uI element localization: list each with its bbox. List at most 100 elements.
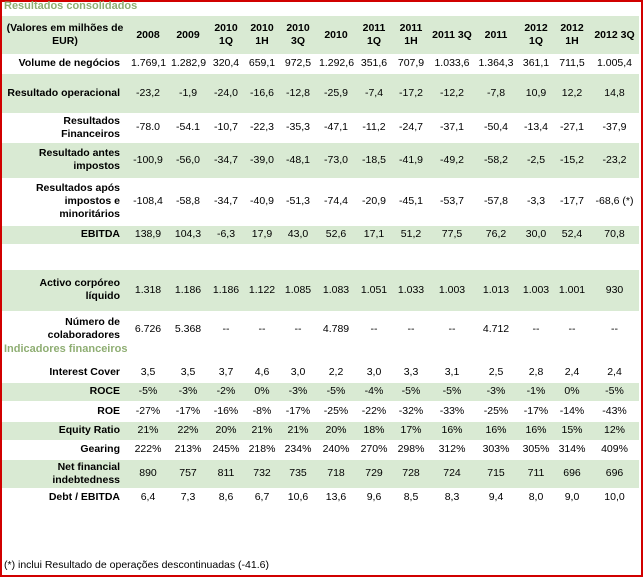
table-cell: 1.003 — [430, 269, 474, 312]
table-cell: 351,6 — [356, 54, 392, 74]
table-cell: -24,0 — [208, 73, 244, 114]
table-cell: 298% — [392, 440, 430, 460]
column-header: 2010 1Q — [208, 16, 244, 54]
table-cell: 8,0 — [518, 488, 554, 508]
table-cell: 735 — [280, 459, 316, 489]
table-cell: -5% — [128, 382, 168, 402]
table-cell: -23,2 — [128, 73, 168, 114]
table-cell: -25% — [316, 401, 356, 422]
table-cell: -58,2 — [474, 142, 518, 179]
table-row: Resultados após impostos e minoritários -… — [2, 178, 639, 226]
row-label: Resultado antes impostos — [2, 142, 128, 179]
table-cell: -51,3 — [280, 178, 316, 226]
table-cell: -1,9 — [168, 73, 208, 114]
table-cell: 52,4 — [554, 225, 590, 245]
table-cell: 16% — [430, 421, 474, 441]
spacer-row — [2, 244, 639, 270]
table-cell: -6,3 — [208, 225, 244, 245]
column-header: 2012 1Q — [518, 16, 554, 54]
table-cell: 9,6 — [356, 488, 392, 508]
table-cell: -- — [392, 311, 430, 348]
table-cell: -33% — [430, 401, 474, 422]
table-cell: -- — [244, 311, 280, 348]
table-cell: -5% — [590, 382, 639, 402]
table-cell: 1.001 — [554, 269, 590, 312]
row-label: Resultados após impostos e minoritários — [2, 178, 128, 226]
table-cell: -18,5 — [356, 142, 392, 179]
table-cell: 890 — [128, 459, 168, 489]
table-row: Equity Ratio 21% 22% 20% 21% 21% 20% 18% 17% 16% 1… — [2, 421, 639, 441]
table-cell: 8,5 — [392, 488, 430, 508]
table-cell: -24,7 — [392, 113, 430, 143]
column-header: 2010 1H — [244, 16, 280, 54]
table-row: Volume de negócios 1.769,1 1.282,9 320,4 659… — [2, 54, 639, 74]
table-cell: 409% — [590, 440, 639, 460]
header-label: (Valores em milhões de EUR) — [2, 16, 128, 54]
table-cell: -5% — [430, 382, 474, 402]
table-cell: 77,5 — [430, 225, 474, 245]
table-cell: 3,3 — [392, 363, 430, 383]
table-cell: 4.712 — [474, 311, 518, 348]
table-cell: 138,9 — [128, 225, 168, 245]
table-cell: 659,1 — [244, 54, 280, 74]
table-cell: 10,6 — [280, 488, 316, 508]
table-cell: -- — [280, 311, 316, 348]
table-cell: -17,7 — [554, 178, 590, 226]
table-cell: 6.726 — [128, 311, 168, 348]
table-cell: 3,5 — [128, 363, 168, 383]
table-cell: -34,7 — [208, 178, 244, 226]
row-label: Net financial indebtedness — [2, 459, 128, 489]
table-cell: -11,2 — [356, 113, 392, 143]
table-cell: -5% — [392, 382, 430, 402]
row-label: ROE — [2, 401, 128, 422]
table-cell: 0% — [244, 382, 280, 402]
table-cell: 715 — [474, 459, 518, 489]
table-cell: 2,2 — [316, 363, 356, 383]
table-cell: -- — [208, 311, 244, 348]
table-cell: -27% — [128, 401, 168, 422]
table-cell: 6,4 — [128, 488, 168, 508]
table-cell: 2,4 — [590, 363, 639, 383]
table-cell: 1.005,4 — [590, 54, 639, 74]
table-cell: -35,3 — [280, 113, 316, 143]
table-cell: 245% — [208, 440, 244, 460]
table-cell: -8% — [244, 401, 280, 422]
table-cell: 15% — [554, 421, 590, 441]
table-cell: -2% — [208, 382, 244, 402]
table-cell: 711 — [518, 459, 554, 489]
table-cell: 43,0 — [280, 225, 316, 245]
table-cell: 0% — [554, 382, 590, 402]
table-cell: 2,4 — [554, 363, 590, 383]
table-cell: 811 — [208, 459, 244, 489]
column-header: 2011 1H — [392, 16, 430, 54]
row-label: Debt / EBITDA — [2, 488, 128, 508]
table-cell: -3% — [280, 382, 316, 402]
footnote: (*) inclui Resultado de operações descon… — [4, 559, 269, 571]
table-cell: -3% — [474, 382, 518, 402]
table-cell: 696 — [554, 459, 590, 489]
table-cell: 361,1 — [518, 54, 554, 74]
table-cell: -7,8 — [474, 73, 518, 114]
table-cell: 76,2 — [474, 225, 518, 245]
table-cell: -45,1 — [392, 178, 430, 226]
column-header: 2011 — [474, 16, 518, 54]
table-cell: 17,1 — [356, 225, 392, 245]
table-cell: -16% — [208, 401, 244, 422]
table-cell: 51,2 — [392, 225, 430, 245]
table-cell: 10,0 — [590, 488, 639, 508]
table-cell: 21% — [244, 421, 280, 441]
table-cell: 21% — [280, 421, 316, 441]
table-cell: 14,8 — [590, 73, 639, 114]
table-cell: 218% — [244, 440, 280, 460]
table-cell: 930 — [590, 269, 639, 312]
table-cell: 6,7 — [244, 488, 280, 508]
table-cell: -40,9 — [244, 178, 280, 226]
table-cell: 22% — [168, 421, 208, 441]
column-header: 2011 1Q — [356, 16, 392, 54]
table-cell: -12,8 — [280, 73, 316, 114]
table-cell: -4% — [356, 382, 392, 402]
table-cell: 17% — [392, 421, 430, 441]
table-cell: 104,3 — [168, 225, 208, 245]
table-cell: 5.368 — [168, 311, 208, 348]
table-cell: 20% — [316, 421, 356, 441]
